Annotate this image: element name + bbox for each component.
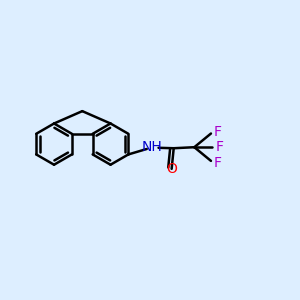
Text: F: F: [216, 140, 224, 154]
Text: F: F: [214, 156, 222, 170]
Text: NH: NH: [142, 140, 162, 154]
Text: F: F: [214, 125, 222, 139]
Text: O: O: [166, 162, 177, 176]
